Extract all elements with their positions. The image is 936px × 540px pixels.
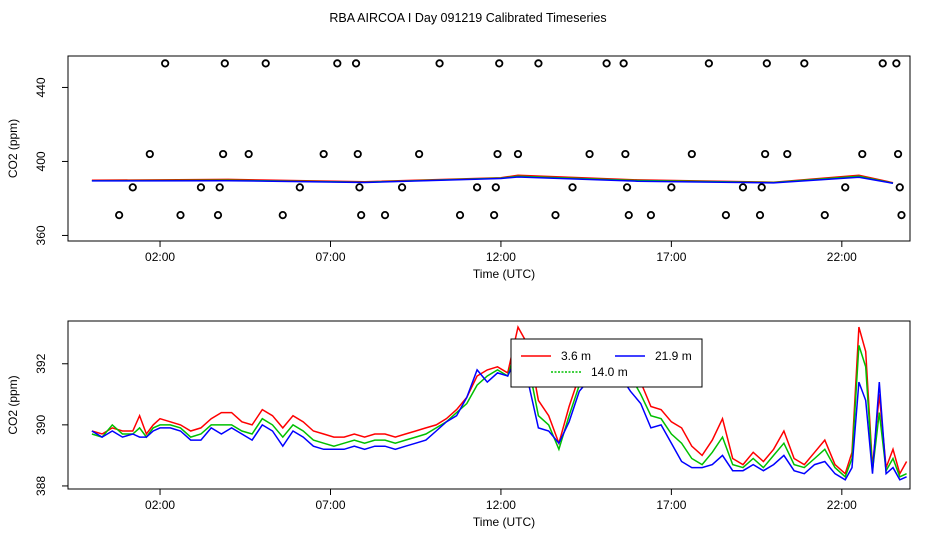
data-point: [841, 183, 850, 192]
data-point: [161, 59, 170, 68]
x-tick-label: 02:00: [145, 250, 175, 264]
data-point: [895, 183, 904, 192]
data-point: [783, 149, 792, 159]
data-point: [761, 149, 770, 159]
data-point: [551, 211, 560, 220]
data-point: [319, 149, 328, 159]
data-point: [380, 211, 390, 220]
data-point: [513, 149, 523, 159]
data-point: [115, 211, 124, 220]
data-point: [351, 59, 361, 68]
data-point: [738, 183, 748, 192]
data-point: [687, 149, 696, 159]
data-point: [196, 183, 206, 192]
y-axis-label: CO2 (ppm): [6, 119, 20, 178]
data-point: [261, 59, 270, 68]
data-point: [357, 211, 366, 220]
series-line: [91, 176, 894, 185]
data-point: [333, 59, 342, 68]
legend-box: [510, 338, 703, 388]
data-point: [455, 211, 465, 220]
data-point: [128, 183, 137, 192]
data-point: [602, 59, 611, 68]
y-tick-label: 388: [34, 476, 48, 496]
y-tick-label: 390: [34, 415, 48, 435]
y-tick-label: 400: [34, 151, 48, 171]
data-point: [145, 149, 154, 159]
data-point: [621, 149, 630, 159]
data-point: [820, 211, 829, 220]
x-tick-label: 12:00: [486, 250, 516, 264]
legend-label: 3.6 m: [561, 349, 591, 363]
data-point: [757, 183, 766, 192]
x-axis-label: Time (UTC): [473, 515, 535, 529]
data-point: [176, 211, 185, 220]
data-point: [762, 59, 771, 68]
data-point: [721, 211, 731, 220]
data-point: [858, 149, 867, 159]
data-point: [472, 183, 482, 192]
data-point: [755, 211, 765, 220]
top-panel: 02:00 07:00 12:00 17:00 22:00 360 400 440 Time (…: [6, 55, 911, 281]
x-tick-label: 22:00: [827, 498, 857, 512]
data-point: [585, 149, 594, 159]
data-point: [893, 149, 903, 159]
data-point: [415, 149, 424, 159]
data-point: [495, 59, 504, 68]
data-point: [353, 149, 362, 159]
data-point: [704, 59, 713, 68]
bottom-panel: 02:00 07:00 12:00 17:00 22:00 388 390 392 Time (…: [6, 320, 911, 529]
legend-label: 14.0 m: [591, 365, 628, 379]
data-point: [220, 59, 229, 68]
data-point: [435, 59, 444, 68]
x-tick-label: 17:00: [656, 498, 686, 512]
data-point: [219, 149, 228, 159]
data-point: [897, 211, 906, 220]
x-tick-label: 02:00: [145, 498, 175, 512]
data-point: [213, 211, 223, 220]
series-line: [91, 352, 907, 481]
x-tick-label: 07:00: [315, 250, 345, 264]
data-point: [278, 211, 287, 220]
y-axis-label: CO2 (ppm): [6, 375, 20, 434]
data-point: [534, 59, 543, 68]
data-point: [355, 183, 364, 192]
x-tick-label: 22:00: [827, 250, 857, 264]
data-point: [800, 59, 809, 68]
data-point: [892, 59, 901, 68]
series-line: [91, 325, 908, 476]
data-point: [878, 59, 887, 68]
data-point: [619, 59, 628, 68]
x-tick-label: 17:00: [656, 250, 686, 264]
data-point: [568, 183, 577, 192]
data-point: [646, 211, 656, 220]
legend-label: 21.9 m: [655, 349, 692, 363]
data-point: [624, 211, 633, 220]
data-point: [490, 211, 499, 220]
y-tick-label: 360: [34, 225, 48, 245]
plot-frame: [67, 320, 911, 490]
x-tick-label: 07:00: [315, 498, 345, 512]
data-point: [493, 149, 502, 159]
data-point: [244, 149, 253, 159]
y-tick-label: 392: [34, 353, 48, 373]
data-point: [215, 183, 224, 192]
data-point: [397, 183, 407, 192]
x-axis-label: Time (UTC): [473, 267, 535, 281]
figure-title: RBA AIRCOA I Day 091219 Calibrated Times…: [329, 11, 606, 25]
data-point: [622, 183, 632, 192]
data-point: [491, 183, 500, 192]
data-point: [295, 183, 304, 192]
data-point: [667, 183, 676, 192]
x-tick-label: 12:00: [486, 498, 516, 512]
y-tick-label: 440: [34, 77, 48, 97]
plot-frame: [67, 55, 911, 242]
